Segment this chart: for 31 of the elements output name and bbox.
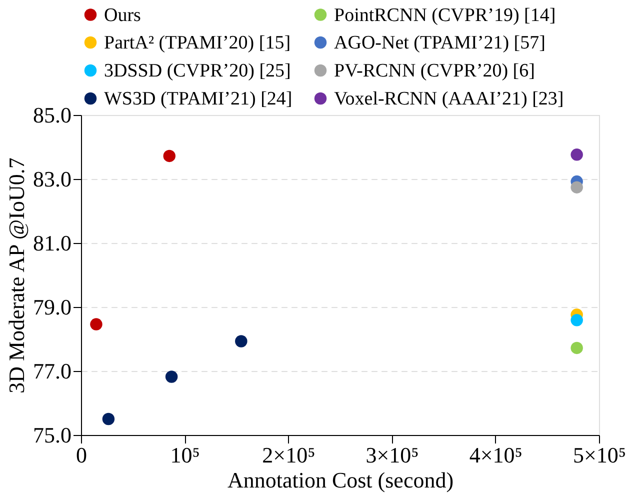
y-tick-label: 77.0 xyxy=(33,358,72,384)
y-tick-label: 83.0 xyxy=(33,166,72,192)
point xyxy=(570,181,583,194)
y-tick-label: 85.0 xyxy=(33,102,72,128)
point xyxy=(102,412,115,426)
legend-label: PartA² (TPAMI’20) [15] xyxy=(104,32,291,54)
x-tick-label: 3×10⁵ xyxy=(366,442,419,468)
x-tick-label: 2×10⁵ xyxy=(262,442,316,468)
point xyxy=(570,314,583,326)
point xyxy=(165,370,178,383)
legend-label: 3DSSD (CVPR’20) [25] xyxy=(104,60,291,82)
y-tick-label: 75.0 xyxy=(33,422,72,448)
point xyxy=(235,335,248,348)
legend-label: Voxel-RCNN (AAAI’21) [23] xyxy=(334,88,564,110)
y-axis-title: 3D Moderate AP @IoU0.7 xyxy=(4,158,29,394)
legend-label: WS3D (TPAMI’21) [24] xyxy=(104,88,292,110)
x-tick-label: 4×10⁵ xyxy=(469,442,522,468)
x-tick-label: 5×10⁵ xyxy=(572,442,626,468)
x-tick-label: 0 xyxy=(76,442,87,468)
x-tick-label: 10⁵ xyxy=(170,442,200,468)
point xyxy=(570,342,583,354)
point xyxy=(163,150,176,162)
legend-label: Ours xyxy=(104,4,141,26)
legend-label: PV-RCNN (CVPR’20) [6] xyxy=(334,60,535,82)
point xyxy=(90,318,102,330)
legend-label: AGO-Net (TPAMI’21) [57] xyxy=(334,32,546,54)
legend-label: PointRCNN (CVPR’19) [14] xyxy=(334,4,556,26)
x-axis-title: Annotation Cost (second) xyxy=(227,468,454,492)
y-tick-label: 81.0 xyxy=(33,230,72,256)
y-tick-label: 79.0 xyxy=(33,294,72,320)
point xyxy=(570,148,583,161)
